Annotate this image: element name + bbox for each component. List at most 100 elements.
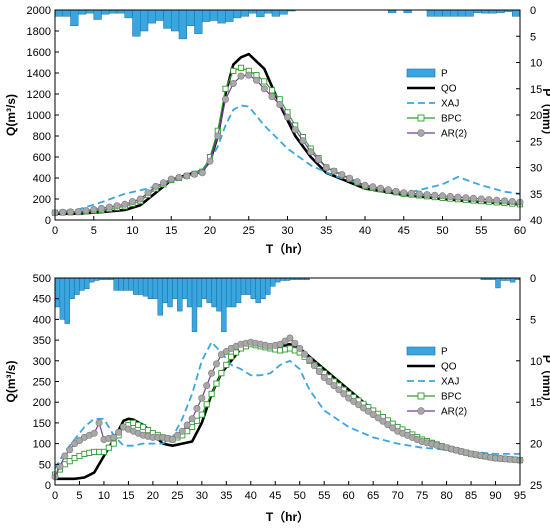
- top-chart-ar2-point: [485, 196, 493, 204]
- top-chart-ar2-point: [330, 167, 338, 175]
- bottom-chart-x-tick-label: 50: [294, 490, 306, 502]
- bottom-chart-precip-bar: [162, 277, 168, 304]
- bottom-chart-ar2-point: [276, 340, 284, 348]
- top-chart: 0 5 10 15 20 25 30 35 40 45 50 55 600200400600800100…: [4, 5, 550, 256]
- top-chart-x-axis-title: T（hr）: [266, 241, 309, 256]
- bottom-chart-ar2-point: [379, 417, 387, 425]
- top-chart-ar2-point: [214, 132, 222, 140]
- top-chart-y-tick-label: 200: [33, 194, 51, 206]
- bottom-chart-precip-bar: [275, 277, 281, 283]
- top-chart-ar2-point: [477, 195, 485, 203]
- top-chart-x-tick-label: 60: [514, 225, 526, 237]
- bottom-chart-ar2-point: [115, 428, 123, 436]
- top-chart-precip-bar: [512, 9, 521, 17]
- bottom-chart-bpc-point: [81, 450, 88, 457]
- bottom-chart-ar2-point: [330, 382, 338, 390]
- top-chart-ar2-point: [307, 148, 315, 156]
- bottom-chart-precip-bar: [123, 277, 129, 291]
- bottom-chart-bpc-point: [71, 455, 78, 462]
- top-chart-y2-tick-label: 5: [530, 31, 536, 43]
- bottom-chart-bpc-point: [100, 448, 107, 455]
- top-chart-ar2-point: [237, 72, 245, 80]
- bottom-chart-bpc-point: [86, 449, 93, 456]
- bottom-chart-series-ar2-markers: [51, 334, 524, 481]
- bottom-chart-y-tick-label: 250: [33, 377, 51, 389]
- top-chart-ar2-point: [113, 202, 121, 210]
- top-chart-ar2-point: [198, 169, 206, 177]
- top-chart-ar2-point: [454, 193, 462, 201]
- top-chart-precip-bar: [62, 9, 71, 17]
- bottom-chart-precip-bar: [216, 277, 222, 312]
- bottom-chart-precip-bar: [196, 277, 203, 308]
- top-chart-ar2-point: [276, 101, 284, 109]
- bottom-chart-x-tick-label: 25: [171, 490, 183, 502]
- bottom-chart-precip-bar: [182, 277, 188, 299]
- bottom-chart-ar2-point: [61, 452, 69, 460]
- bottom-chart-ar2-point: [173, 431, 181, 439]
- bottom-chart-ar2-point: [310, 362, 318, 370]
- bottom-chart-y2-tick-label: 10: [530, 356, 542, 368]
- bottom-chart-precip-bar: [235, 277, 242, 304]
- top-chart-x-tick-label: 55: [475, 225, 487, 237]
- top-chart-bpc-point: [261, 78, 268, 85]
- top-chart-x-tick-label: 0: [52, 225, 58, 237]
- top-chart-ar2-point: [160, 179, 168, 187]
- bottom-chart-y-tick-label: 0: [45, 480, 51, 492]
- bottom-chart-legend-label-bpc: BPC: [441, 392, 462, 403]
- bottom-chart-bpc-point: [144, 427, 152, 434]
- bottom-chart-ar2-point: [217, 351, 225, 359]
- top-chart-precip-bar: [163, 9, 172, 29]
- top-chart-x-tick-label: 20: [204, 225, 216, 237]
- bottom-chart-x-tick-label: 20: [147, 490, 159, 502]
- bottom-chart-ar2-point: [320, 373, 328, 381]
- bottom-chart-precip-bar: [157, 277, 163, 316]
- bottom-chart-ar2-point: [345, 394, 353, 402]
- top-chart-ar2-point: [322, 164, 330, 172]
- bottom-chart-ar2-point: [359, 404, 367, 412]
- top-chart-x-tick-label: 30: [281, 225, 293, 237]
- top-chart-y-axis-title: Q(m³/s): [4, 94, 18, 136]
- bottom-chart-bpc-point: [213, 380, 220, 387]
- bottom-chart-legend-label-p: P: [441, 347, 448, 358]
- top-chart-x-tick-label: 5: [91, 225, 97, 237]
- bottom-chart-precip-bar: [250, 277, 256, 299]
- bottom-chart-legend-swatch-p: [406, 346, 436, 356]
- bottom-chart-x-tick-label: 65: [367, 490, 379, 502]
- bottom-chart-bpc-point: [233, 349, 240, 356]
- bottom-chart-precip-bar: [177, 277, 183, 312]
- top-chart-precip-bar: [70, 9, 79, 26]
- bottom-chart-ar2-point: [364, 407, 372, 415]
- bottom-chart-ar2-point: [315, 368, 323, 376]
- bottom-chart-precip-bar: [54, 277, 61, 308]
- bottom-chart-x-tick-label: 10: [98, 490, 110, 502]
- top-chart-y-tick-label: 1000: [27, 110, 51, 122]
- top-chart-precip-bar: [271, 9, 280, 17]
- bottom-chart-precip-bar: [186, 277, 193, 308]
- top-chart-series-ar2: [54, 74, 521, 214]
- top-chart-legend-swatch-p: [406, 68, 436, 78]
- top-chart-ar2-point: [175, 174, 183, 182]
- bottom-chart-ar2-point: [291, 339, 299, 347]
- top-chart-precip-bar: [442, 9, 451, 17]
- bottom-chart-legend-label-xaj: XAJ: [441, 377, 459, 388]
- bottom-chart-bpc-point: [105, 444, 112, 451]
- bottom-chart: 0 5 10 15 20 25 30 35 40 45 50 55 60 65 70 75 80 85 90 9505…: [4, 273, 550, 524]
- top-chart-ar2-point: [82, 207, 90, 215]
- bottom-chart-precip-bar: [265, 277, 271, 295]
- bottom-chart-ar2-point: [188, 415, 196, 423]
- top-chart-y2-tick-label: 10: [530, 58, 542, 70]
- top-chart-x-tick-label: 40: [359, 225, 371, 237]
- top-chart-ar2-point: [446, 193, 454, 201]
- top-chart-precip-bar: [93, 9, 102, 20]
- bottom-chart-legend-marker-bpc: [417, 392, 425, 400]
- top-chart-precip-bar: [279, 9, 288, 15]
- bottom-chart-x-tick-label: 5: [76, 490, 82, 502]
- bottom-chart-bpc-point: [76, 452, 83, 460]
- bottom-chart-ar2-point: [301, 350, 309, 358]
- bottom-chart-bpc-point: [91, 448, 98, 455]
- bottom-chart-precip-bar: [230, 277, 237, 308]
- bottom-chart-x-tick-label: 90: [489, 490, 501, 502]
- bottom-chart-precip-bar: [69, 277, 75, 299]
- bottom-chart-precip-bar: [74, 277, 80, 295]
- top-chart-ar2-point: [369, 183, 377, 191]
